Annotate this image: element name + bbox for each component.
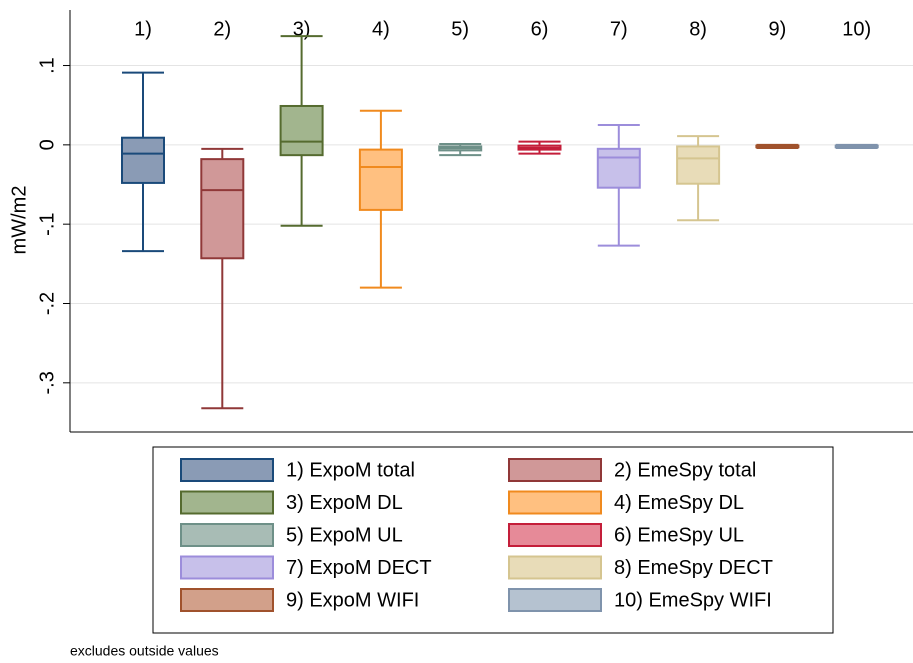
note: excludes outside values [70,643,219,659]
y-tick-label: -.1 [36,213,58,236]
category-label: 10) [842,18,871,40]
legend-swatch [508,523,602,547]
box [358,148,403,211]
box [279,104,324,157]
legend-label: 1) ExpoM total [286,459,415,481]
category-label: 4) [372,18,390,40]
category-label: 1) [134,18,152,40]
y-tick-label: 0 [36,139,58,150]
legend-label: 6) EmeSpy UL [614,524,744,546]
box [596,147,641,189]
legend-label: 2) EmeSpy total [614,459,756,481]
legend-label: 9) ExpoM WIFI [286,589,419,611]
legend-swatch [180,458,274,482]
y-tick-label: -.3 [36,371,58,394]
legend-label: 7) ExpoM DECT [286,557,432,579]
box [676,145,721,185]
legend-label: 3) ExpoM DL [286,492,403,514]
category-label: 9) [769,18,787,40]
legend-swatch [508,458,602,482]
legend-swatch [180,588,274,612]
category-label: 8) [689,18,707,40]
legend-swatch [180,555,274,580]
legend-swatch [508,588,602,612]
legend-label: 4) EmeSpy DL [614,492,744,514]
legend-swatch [180,523,274,547]
box [200,158,245,260]
category-label: 7) [610,18,628,40]
legend-swatch [508,555,602,580]
category-label: 3) [293,18,311,40]
legend-swatch [180,490,274,515]
category-label: 2) [213,18,231,40]
y-tick-label: .1 [36,57,58,74]
legend-label: 10) EmeSpy WIFI [614,589,772,611]
box [121,136,165,184]
legend-label: 5) ExpoM UL [286,524,403,546]
category-label: 5) [451,18,469,40]
legend-label: 8) EmeSpy DECT [614,557,773,579]
y-tick-label: -.2 [36,292,58,315]
y-axis-label: mW/m2 [8,186,30,255]
legend-swatch [508,490,602,515]
category-label: 6) [531,18,549,40]
